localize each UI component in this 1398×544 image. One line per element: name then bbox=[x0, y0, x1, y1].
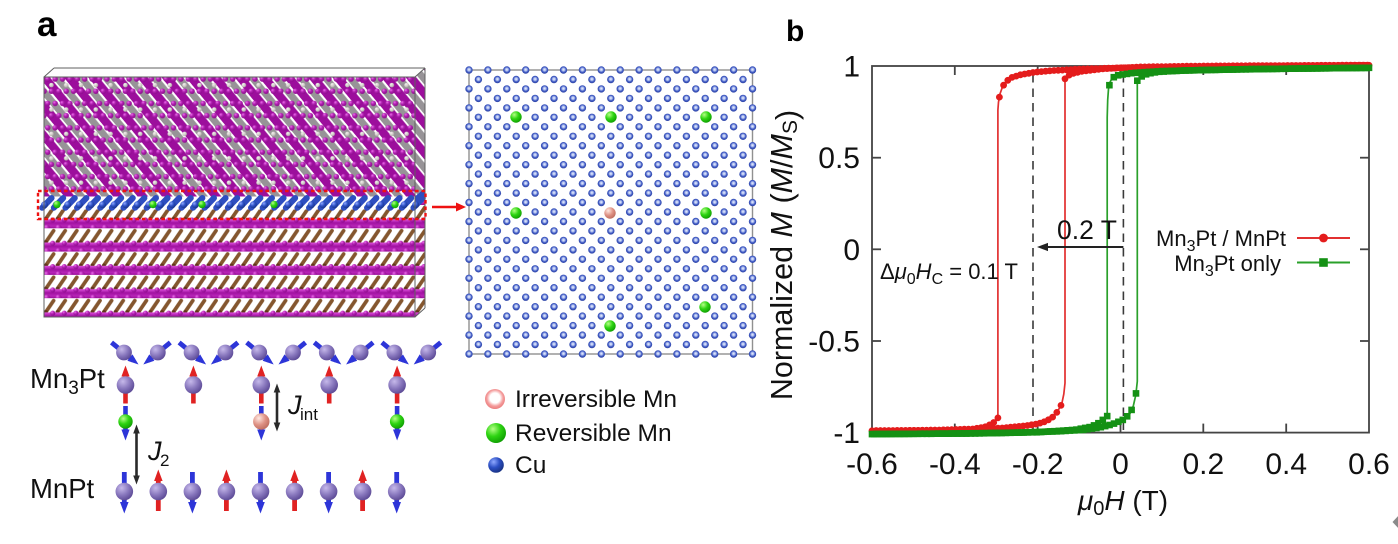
svg-text:a: a bbox=[37, 5, 57, 44]
svg-text:Δμ0HC = 0.1 T: Δμ0HC = 0.1 T bbox=[880, 259, 1018, 288]
svg-text:0.2 T: 0.2 T bbox=[1057, 215, 1117, 245]
svg-text:0.4: 0.4 bbox=[1265, 448, 1307, 481]
svg-text:μ0H (T): μ0H (T) bbox=[1077, 485, 1168, 520]
svg-text:J: J bbox=[287, 390, 302, 420]
svg-text:-0.2: -0.2 bbox=[1012, 448, 1064, 481]
svg-text:-0.5: -0.5 bbox=[808, 326, 860, 359]
svg-text:-1: -1 bbox=[833, 417, 860, 450]
svg-text:2: 2 bbox=[160, 451, 169, 470]
svg-text:Cu: Cu bbox=[515, 452, 546, 479]
svg-text:Mn3Pt / MnPt: Mn3Pt / MnPt bbox=[1156, 226, 1286, 255]
svg-text:J: J bbox=[147, 436, 162, 466]
svg-text:0: 0 bbox=[843, 234, 860, 267]
svg-text:0.5: 0.5 bbox=[818, 142, 860, 175]
svg-text:0.6: 0.6 bbox=[1348, 448, 1390, 481]
svg-text:-0.4: -0.4 bbox=[929, 448, 981, 481]
svg-text:int: int bbox=[300, 405, 318, 424]
svg-text:Mn3Pt only: Mn3Pt only bbox=[1174, 251, 1281, 280]
svg-text:0: 0 bbox=[1112, 448, 1129, 481]
svg-text:0.2: 0.2 bbox=[1182, 448, 1224, 481]
svg-text:MnPt: MnPt bbox=[30, 473, 95, 504]
svg-text:b: b bbox=[786, 15, 804, 48]
svg-text:Mn3Pt: Mn3Pt bbox=[30, 363, 105, 399]
svg-text:1: 1 bbox=[843, 51, 860, 84]
svg-text:Normalized M (M/MS): Normalized M (M/MS) bbox=[765, 110, 804, 400]
svg-text:-0.6: -0.6 bbox=[846, 448, 898, 481]
svg-text:Irreversible Mn: Irreversible Mn bbox=[515, 386, 677, 413]
svg-text:Reversible Mn: Reversible Mn bbox=[515, 420, 672, 447]
